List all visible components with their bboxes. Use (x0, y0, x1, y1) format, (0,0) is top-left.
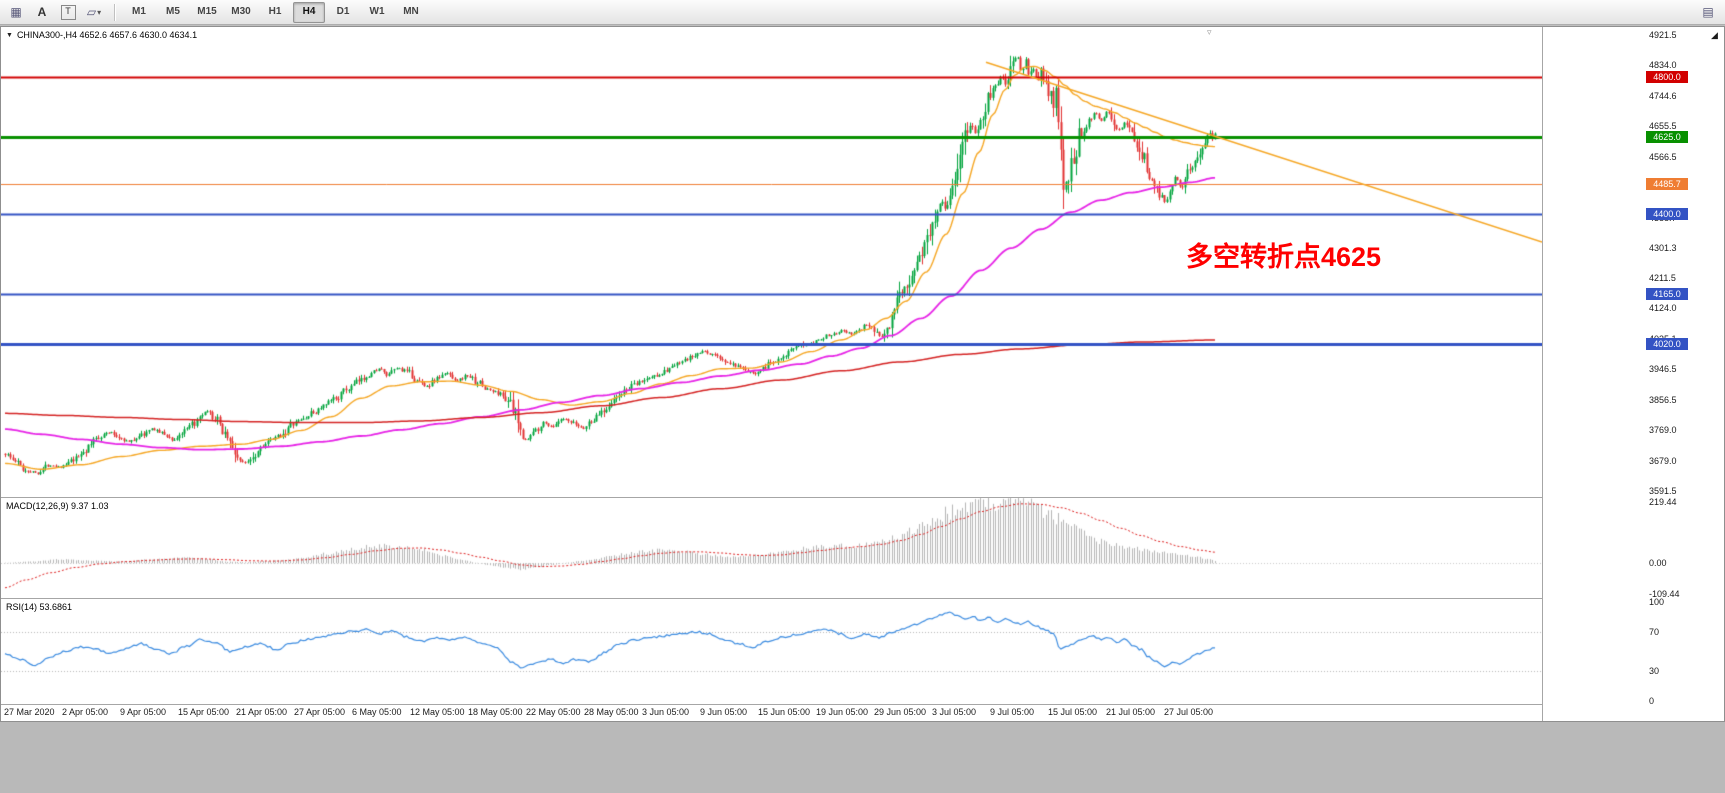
timeframe-m5[interactable]: M5 (166, 5, 180, 17)
rsi-tick: 0 (1649, 696, 1655, 706)
chart-shift-marker: ▿ (1207, 27, 1212, 37)
chart-window: ▼ CHINA300-,H4 4652.6 4657.6 4630.0 4634… (0, 26, 1725, 722)
textbox-icon: T (60, 4, 76, 20)
rsi-legend-text: RSI(14) 53.6861 (6, 602, 73, 612)
level-tag-4800.0: 4800.0 (1646, 70, 1688, 83)
timeframe-h1[interactable]: H1 (268, 5, 282, 17)
shapes-icon: ▱ (86, 5, 97, 19)
grid-icon: ▦ (10, 5, 22, 19)
time-label: 28 May 05:00 (584, 707, 639, 717)
toolbar: ▦ A T ▱ ▾ M1 M5 M15 M30 H1 H4 D1 W1 MN ▤ (0, 0, 1725, 25)
level-tag-4020.0: 4020.0 (1646, 338, 1688, 351)
time-label: 27 Jul 05:00 (1164, 707, 1214, 717)
price-tick: 4744.6 (1649, 90, 1677, 101)
text-tool-label: A (37, 5, 47, 19)
price-tick: 4124.0 (1649, 303, 1677, 314)
level-tag-4485.7: 4485.7 (1646, 178, 1688, 191)
price-tick: 4834.0 (1649, 60, 1677, 71)
timeframe-buttons: M1 M5 M15 M30 H1 H4 D1 W1 MN (122, 1, 428, 23)
macd-tick: 219.44 (1649, 497, 1677, 508)
grid-tool-button[interactable]: ▦ (4, 1, 28, 23)
macd-tick: -109.44 (1649, 588, 1680, 599)
panel-divider-3[interactable] (1, 704, 1724, 705)
panel-icon: ▤ (1702, 5, 1714, 19)
macd-legend-text: MACD(12,26,9) 9.37 1.03 (6, 501, 109, 511)
time-label: 15 Jul 05:00 (1048, 707, 1098, 717)
main-chart-panel: ▼ CHINA300-,H4 4652.6 4657.6 4630.0 4634… (1, 27, 1542, 497)
price-tick: 3946.5 (1649, 364, 1677, 375)
rsi-tick: 100 (1649, 597, 1665, 607)
textbox-tool-button[interactable]: T (56, 1, 80, 23)
time-label: 9 Apr 05:00 (120, 707, 167, 717)
chart-legend: ▼ CHINA300-,H4 4652.6 4657.6 4630.0 4634… (6, 30, 197, 40)
level-tag-4165.0: 4165.0 (1646, 288, 1688, 301)
time-label: 12 May 05:00 (410, 707, 465, 717)
annotation-text: 多空转折点4625 (1186, 242, 1382, 272)
toolbar-separator (114, 3, 115, 21)
macd-tick: 0.00 (1649, 558, 1667, 569)
time-label: 15 Apr 05:00 (178, 707, 230, 717)
timeframe-h4[interactable]: H4 (293, 1, 325, 23)
time-label: 9 Jul 05:00 (990, 707, 1035, 717)
macd-canvas[interactable] (1, 498, 1542, 598)
price-tick: 3679.0 (1649, 456, 1677, 466)
timeframe-m1[interactable]: M1 (132, 5, 146, 17)
price-tick: 4566.5 (1649, 151, 1677, 162)
rsi-legend: RSI(14) 53.6861 (6, 602, 72, 612)
main-chart-canvas[interactable] (1, 27, 1542, 497)
timeframe-w1[interactable]: W1 (369, 5, 385, 17)
level-tag-4400.0: 4400.0 (1646, 207, 1688, 220)
rsi-panel: RSI(14) 53.6861 (1, 599, 1542, 704)
level-tag-4625.0: 4625.0 (1646, 130, 1688, 143)
rsi-canvas[interactable] (1, 599, 1542, 704)
timeframe-m15[interactable]: M15 (197, 5, 217, 17)
price-tick: 4211.5 (1649, 273, 1676, 284)
price-tick: 3769.0 (1649, 425, 1677, 436)
shapes-tool-button[interactable]: ▱ ▾ (82, 1, 106, 23)
axis-corner-icon: ◢ (1711, 30, 1718, 40)
time-axis[interactable]: 27 Mar 2020 2 Apr 05:00 9 Apr 05:00 15 Apr … (1, 705, 1724, 721)
chart-legend-text: CHINA300-,H4 4652.6 4657.6 4630.0 4634.1 (16, 30, 198, 40)
dropdown-arrow-icon: ▾ (97, 7, 102, 17)
time-label: 15 Jun 05:00 (758, 707, 811, 717)
time-label: 18 May 05:00 (468, 707, 523, 717)
panel-divider-1[interactable] (1, 497, 1724, 498)
price-tick: 4921.5 (1649, 30, 1677, 41)
macd-panel: MACD(12,26,9) 9.37 1.03 (1, 498, 1542, 598)
price-tick: 3591.5 (1649, 486, 1677, 496)
rsi-tick: 30 (1649, 666, 1660, 677)
rsi-tick: 70 (1649, 626, 1660, 637)
time-label: 29 Jun 05:00 (874, 707, 927, 717)
price-scale[interactable]: ◢ 4921.54834.04744.64655.54566.54477.643… (1542, 27, 1724, 721)
price-tick: 3856.5 (1649, 395, 1677, 406)
text-tool-button[interactable]: A (30, 1, 54, 23)
time-label: 2 Apr 05:00 (62, 707, 109, 717)
time-label: 21 Jul 05:00 (1106, 707, 1156, 717)
time-label: 3 Jul 05:00 (932, 707, 977, 717)
timeframe-d1[interactable]: D1 (336, 5, 350, 17)
timeframe-m30[interactable]: M30 (231, 5, 251, 17)
time-label: 9 Jun 05:00 (700, 707, 748, 717)
time-label: 27 Mar 2020 (4, 707, 55, 717)
time-label: 19 Jun 05:00 (816, 707, 869, 717)
price-tick: 4301.3 (1649, 242, 1677, 253)
panel-divider-2[interactable] (1, 598, 1724, 599)
macd-legend: MACD(12,26,9) 9.37 1.03 (6, 501, 109, 511)
time-label: 22 May 05:00 (526, 707, 581, 717)
time-label: 21 Apr 05:00 (236, 707, 288, 717)
time-label: 6 May 05:00 (352, 707, 402, 717)
bottom-strip (0, 722, 1725, 793)
legend-dropdown-icon: ▼ (6, 31, 13, 39)
time-label: 27 Apr 05:00 (294, 707, 346, 717)
price-tick: 4655.5 (1649, 121, 1677, 132)
timeframe-mn[interactable]: MN (403, 5, 419, 17)
time-label: 3 Jun 05:00 (642, 707, 690, 717)
toolbar-right-button[interactable]: ▤ (1696, 1, 1720, 23)
